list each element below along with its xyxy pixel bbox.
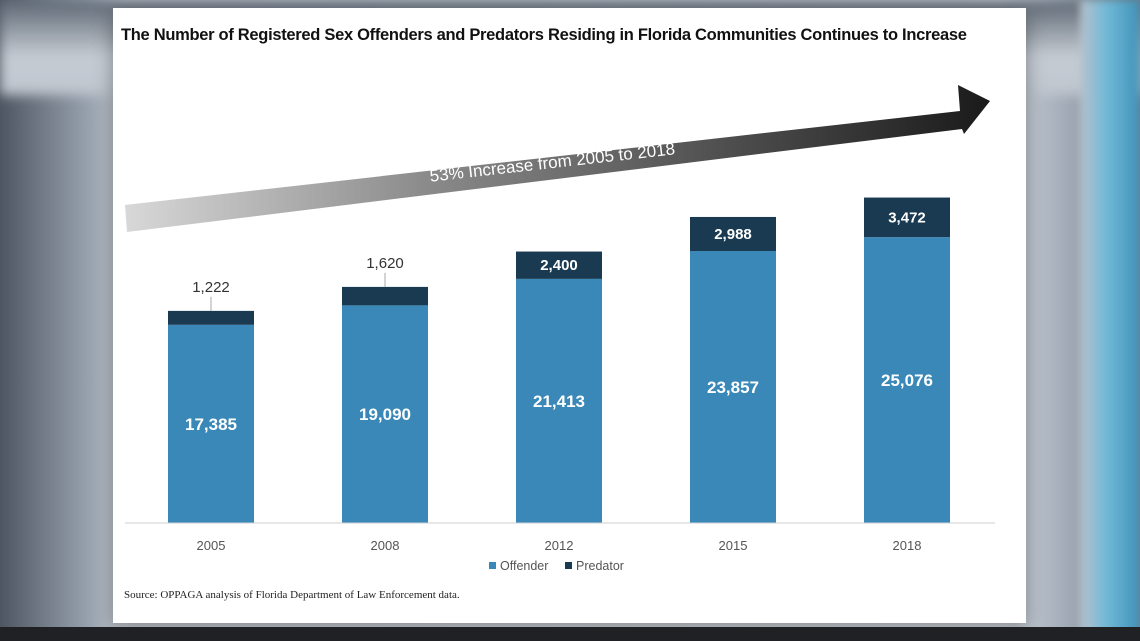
data-label-offender-2005: 17,385 bbox=[185, 415, 237, 434]
blurred-background-right bbox=[1080, 0, 1140, 641]
x-tick-label-2005: 2005 bbox=[197, 538, 226, 553]
x-axis-ticks: 2005 2008 2012 2015 2018 bbox=[197, 538, 922, 553]
bar-predator-2012 bbox=[516, 251, 602, 279]
chart-document: The Number of Registered Sex Offenders a… bbox=[113, 8, 1026, 623]
x-tick-label-2008: 2008 bbox=[371, 538, 400, 553]
bar-predator-2015 bbox=[690, 216, 776, 252]
bar-offender-2012 bbox=[516, 278, 602, 523]
data-label-predator-2018: 3,472 bbox=[888, 209, 926, 226]
data-label-predator-2012: 2,400 bbox=[540, 257, 578, 274]
data-label-predator-2005: 1,222 bbox=[192, 279, 230, 296]
bar-offender-2015 bbox=[690, 251, 776, 523]
x-tick-label-2015: 2015 bbox=[719, 538, 748, 553]
data-label-offender-2015: 23,857 bbox=[707, 378, 759, 397]
legend-label-predator: Predator bbox=[576, 559, 624, 573]
data-label-predator-2015: 2,988 bbox=[714, 226, 752, 243]
legend-label-offender: Offender bbox=[500, 559, 548, 573]
bar-predator-2018 bbox=[864, 197, 950, 238]
legend: Offender Predator bbox=[489, 559, 624, 573]
bar-offender-2008 bbox=[342, 305, 428, 523]
bars: 17,385 1,222 19,090 1,620 21,413 2,400 23,857 2… bbox=[168, 197, 950, 523]
data-label-predator-2008: 1,620 bbox=[366, 255, 404, 272]
bar-offender-2005 bbox=[168, 324, 254, 523]
chart-title: The Number of Registered Sex Offenders a… bbox=[121, 26, 967, 44]
bottom-frame-bar bbox=[0, 627, 1140, 641]
data-label-offender-2008: 19,090 bbox=[359, 405, 411, 424]
x-tick-label-2012: 2012 bbox=[545, 538, 574, 553]
trend-arrow bbox=[125, 85, 990, 232]
x-tick-label-2018: 2018 bbox=[893, 538, 922, 553]
bar-predator-2005 bbox=[168, 310, 254, 325]
data-label-offender-2018: 25,076 bbox=[881, 371, 933, 390]
stacked-bar-chart: 53% Increase from 2005 to 2018 17,3851,2… bbox=[125, 85, 995, 573]
data-label-offender-2012: 21,413 bbox=[533, 392, 585, 411]
legend-swatch-offender bbox=[489, 562, 496, 569]
legend-swatch-predator bbox=[565, 562, 572, 569]
source-note: Source: OPPAGA analysis of Florida Depar… bbox=[124, 589, 460, 601]
bar-offender-2018 bbox=[864, 237, 950, 523]
bar-predator-2008 bbox=[342, 286, 428, 306]
